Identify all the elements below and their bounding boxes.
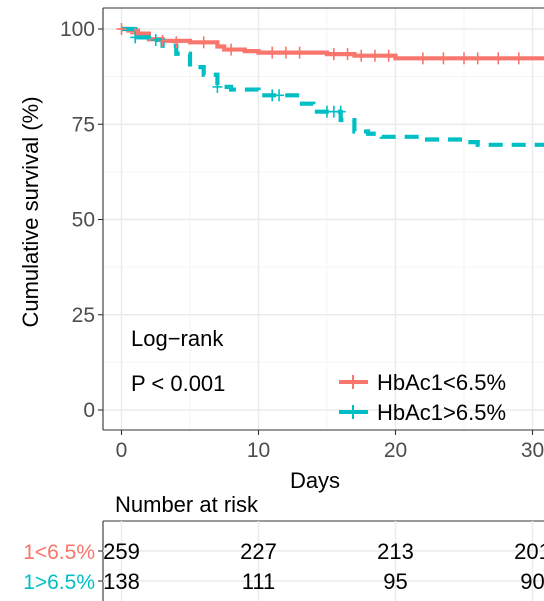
risk-table-row-labels: 1<6.5% 1>6.5% [23,541,95,594]
x-axis-ticks: 0 10 20 30 [116,430,544,462]
y-tick-label: 50 [72,209,95,232]
x-tick-label: 20 [384,439,407,462]
x-axis-title: Days [290,468,340,493]
y-axis-title: Cumulative survival (%) [18,96,43,327]
legend: HbAc1<6.5% HbAc1>6.5% [339,370,506,425]
risk-count-cell: 259 [103,539,140,564]
risk-count-cell: 111 [242,569,275,594]
legend-label-2: HbAc1>6.5% [377,400,506,425]
risk-row-label: 1>6.5% [23,571,95,594]
risk-count-cell: 90 [520,569,544,594]
legend-label-1: HbAc1<6.5% [377,370,506,395]
x-tick-label: 30 [521,439,544,462]
risk-count-cell: 95 [383,569,407,594]
annotation-pvalue: P < 0.001 [131,371,225,396]
plot-panel: 0 25 50 75 100 0 10 20 30 Log−rank P < 0.001 Hb… [18,7,544,493]
risk-count-cell: 201 [514,539,544,564]
survival-curve-1 [121,26,544,61]
risk-count-cell: 138 [103,569,140,594]
x-tick-label: 0 [116,439,128,462]
risk-count-cell: 213 [377,539,414,564]
major-gridlines [103,8,544,430]
y-tick-label: 100 [60,18,95,41]
y-tick-label: 75 [72,113,95,136]
y-axis-ticks: 0 25 50 75 100 [60,18,103,422]
risk-row-label: 1<6.5% [23,541,95,564]
censor-marks [116,23,524,118]
y-tick-label: 25 [72,304,95,327]
risk-table-gridlines [98,521,544,601]
survival-curves [121,26,544,147]
y-tick-label: 0 [83,399,95,422]
risk-table: Number at risk 259 227 213 201 138 111 95 90 1<… [23,492,544,601]
annotation-logrank: Log−rank [131,326,224,351]
risk-table-title: Number at risk [115,492,259,517]
risk-table-cells: 259 227 213 201 138 111 95 90 [103,539,544,594]
risk-count-cell: 227 [240,539,277,564]
x-tick-label: 10 [247,439,270,462]
